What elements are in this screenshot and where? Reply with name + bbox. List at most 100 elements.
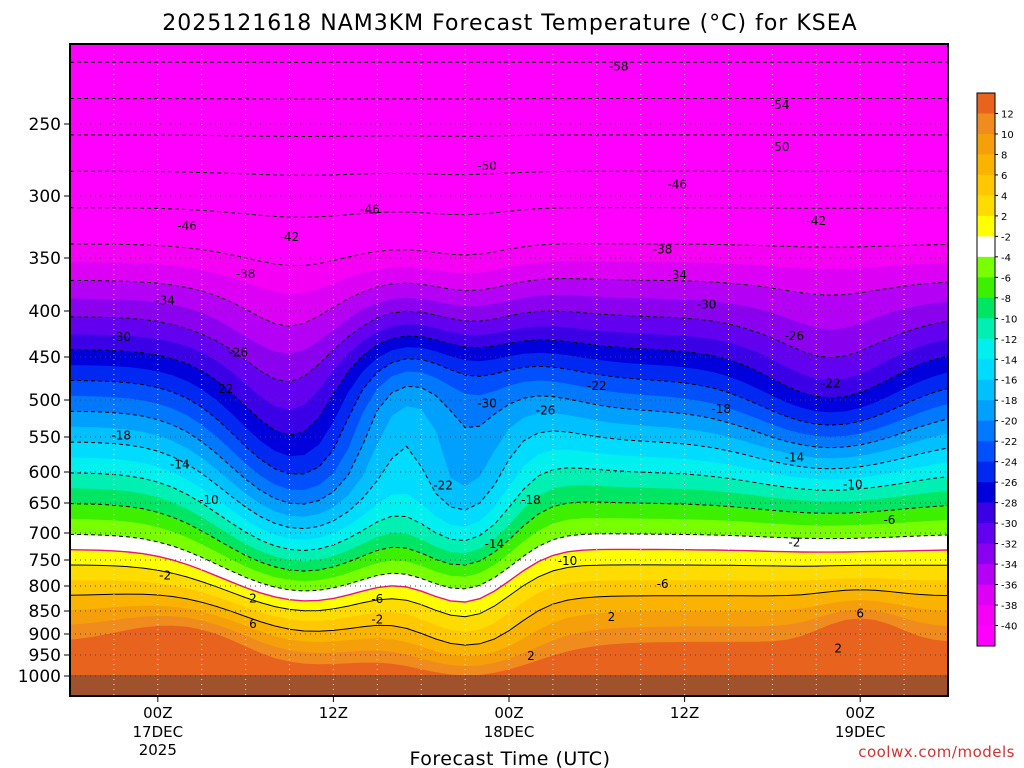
contour-line xyxy=(70,589,948,646)
contour-line xyxy=(70,170,948,176)
contour-line xyxy=(70,430,948,530)
y-tick-label: 700 xyxy=(29,524,61,544)
colorbar-swatch xyxy=(977,584,995,606)
y-tick-label: 550 xyxy=(29,428,61,448)
contour-label: 2 xyxy=(249,592,257,606)
y-tick-label: 300 xyxy=(29,187,61,207)
x-tick-label: 00Z xyxy=(143,704,172,722)
colorbar-swatch xyxy=(977,133,995,155)
contour-label: -38 xyxy=(653,242,673,256)
colorbar-label: 12 xyxy=(1001,109,1014,120)
colorbar-swatch xyxy=(977,482,995,504)
contour-label: -46 xyxy=(360,203,380,217)
colorbar-label: -32 xyxy=(1001,540,1017,551)
contour-label: -42 xyxy=(806,214,826,228)
x-tick-label: 12Z xyxy=(670,704,699,722)
x-tick-label: 12Z xyxy=(319,704,348,722)
y-tick-label: 750 xyxy=(29,551,61,571)
contour-label: -22 xyxy=(214,382,234,396)
y-tick-label: 350 xyxy=(29,249,61,269)
contour-label: -22 xyxy=(821,377,841,391)
contour-label: -18 xyxy=(111,429,131,443)
colorbar-swatch xyxy=(977,461,995,483)
contour-line xyxy=(70,467,948,552)
contour-label: 2 xyxy=(527,649,535,663)
ground-layer xyxy=(70,675,948,696)
colorbar-swatch xyxy=(977,441,995,463)
y-tick-label: 450 xyxy=(29,348,61,368)
contour-label: -22 xyxy=(587,379,607,393)
y-tick-label: 400 xyxy=(29,302,61,322)
y-axis: 250 300 350 400 450 500 550 600 650 700 750 800 850 9… xyxy=(18,115,70,687)
colorbar-label: -22 xyxy=(1001,437,1017,448)
colorbar-label: -28 xyxy=(1001,499,1017,510)
colorbar-label: 2 xyxy=(1001,212,1007,223)
contour-label: -30 xyxy=(477,397,497,411)
contour-label: -50 xyxy=(477,159,497,173)
x-tick-label: 00Z xyxy=(494,704,523,722)
colorbar-swatch xyxy=(977,605,995,627)
colorbar-label: -4 xyxy=(1001,253,1011,264)
contour-line xyxy=(70,310,948,383)
colorbar-swatch xyxy=(977,297,995,319)
colorbar-label: 8 xyxy=(1001,150,1007,161)
contour-label: -30 xyxy=(697,298,717,312)
colorbar-swatch xyxy=(977,113,995,135)
contour-label: -34 xyxy=(667,268,687,282)
y-tick-label: 850 xyxy=(29,602,61,622)
contour-label: -6 xyxy=(657,577,669,591)
colorbar-swatch xyxy=(977,420,995,442)
x-tick-date: 18DEC xyxy=(484,723,535,741)
contour-label: -2 xyxy=(788,536,800,550)
plot-area: -58 -54 -50 -50 -46 -46 -46 -42 -42 -38 -38 -34 -34 -… xyxy=(70,44,948,696)
colorbar-swatch xyxy=(977,174,995,196)
contour-label: -6 xyxy=(371,592,383,606)
colorbar-label: -6 xyxy=(1001,273,1011,284)
freezing-line xyxy=(70,548,948,603)
x-tick-label: 00Z xyxy=(846,704,875,722)
colorbar-swatch xyxy=(977,400,995,422)
colorbar-label: -2 xyxy=(1001,232,1011,243)
contour-label: -10 xyxy=(558,554,578,568)
contour-line xyxy=(70,501,948,572)
y-tick-label: 1000 xyxy=(18,667,61,687)
contour-label: -22 xyxy=(433,479,453,493)
colorbar-label: -26 xyxy=(1001,478,1017,489)
x-axis-label: Forecast Time (UTC) xyxy=(410,748,611,768)
contour-label: -34 xyxy=(155,293,175,307)
x-tick-year: 2025 xyxy=(139,741,177,759)
colorbar-label: -12 xyxy=(1001,335,1017,346)
contour-label: -38 xyxy=(236,267,256,281)
colorbar-label: -14 xyxy=(1001,355,1017,366)
colorbar-label: -38 xyxy=(1001,601,1017,612)
y-tick-label: 900 xyxy=(29,625,61,645)
colorbar-swatch xyxy=(977,359,995,381)
colorbar-swatch xyxy=(977,93,995,114)
colorbar-swatch xyxy=(977,379,995,401)
y-tick-label: 950 xyxy=(29,646,61,666)
contour-label: -54 xyxy=(770,98,790,112)
colorbar-swatch xyxy=(977,256,995,278)
colorbar-label: -36 xyxy=(1001,581,1017,592)
contour-label: -26 xyxy=(536,403,556,417)
contour-label: 2 xyxy=(834,642,842,656)
colorbar-label: -34 xyxy=(1001,560,1017,571)
y-tick-label: 250 xyxy=(29,115,61,135)
contour-line xyxy=(70,564,948,618)
y-tick-label: 500 xyxy=(29,391,61,411)
colorbar: 12 10 8 6 4 2 -2 -4 -6 -8 -10 -12 -14 -16 -18 -20 -22 -24… xyxy=(976,92,1017,647)
colorbar-swatch xyxy=(977,215,995,237)
contour-label: -2 xyxy=(371,612,383,626)
colorbar-swatch xyxy=(977,502,995,524)
colorbar-label: -30 xyxy=(1001,519,1017,530)
credit-text: coolwx.com/models xyxy=(858,743,1015,761)
chart-title: 2025121618 NAM3KM Forecast Temperature (… xyxy=(162,11,857,36)
contour-label: -18 xyxy=(521,493,541,507)
colorbar-frame xyxy=(976,92,996,647)
colorbar-label: -10 xyxy=(1001,314,1017,325)
contour-line xyxy=(70,358,948,475)
contour-label: -6 xyxy=(883,513,895,527)
contour-line xyxy=(70,134,948,138)
colorbar-swatch xyxy=(977,625,995,647)
